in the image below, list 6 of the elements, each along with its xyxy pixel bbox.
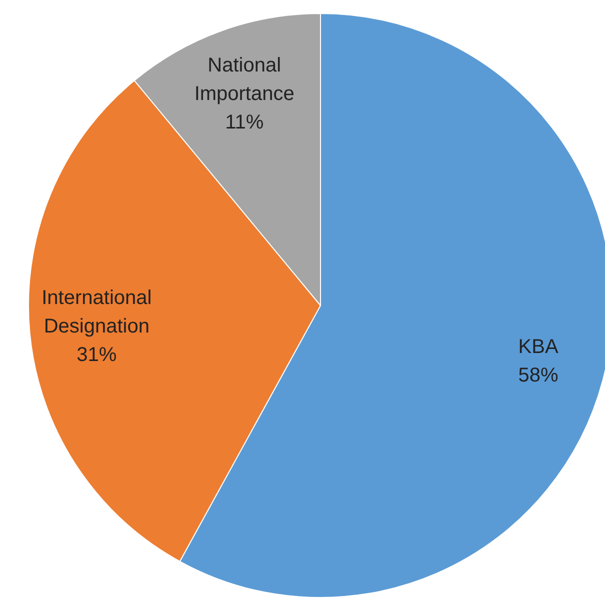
data-label: 11% — [225, 112, 264, 134]
data-label: 31% — [76, 344, 117, 366]
slice-label: National Importance — [194, 54, 294, 105]
slice-label: International Designation — [42, 287, 152, 338]
data-label: 58% — [518, 364, 559, 387]
slice-label: KBA — [518, 336, 559, 358]
